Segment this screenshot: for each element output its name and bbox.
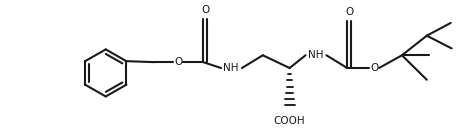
Text: COOH: COOH: [274, 116, 305, 126]
Text: O: O: [174, 57, 182, 67]
Text: NH: NH: [308, 50, 323, 60]
Text: O: O: [370, 63, 378, 73]
Text: O: O: [201, 5, 209, 15]
Text: NH: NH: [223, 63, 239, 73]
Text: O: O: [345, 7, 354, 17]
